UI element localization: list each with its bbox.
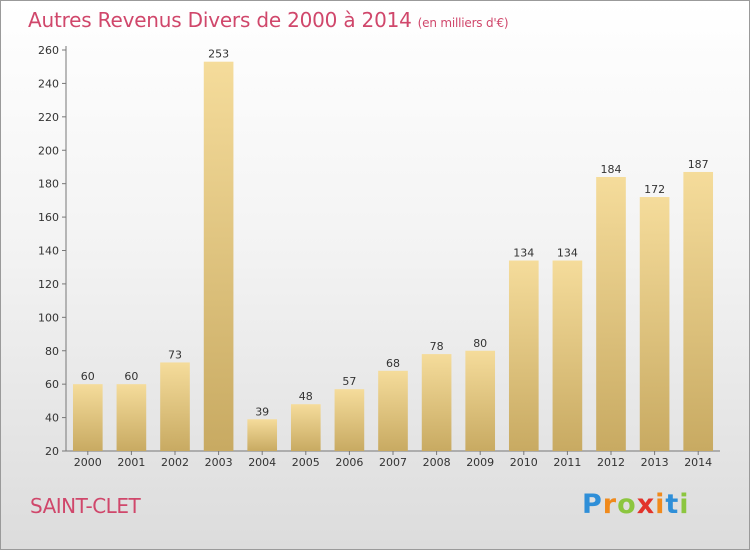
- x-tick-label: 2010: [510, 456, 538, 469]
- value-label: 134: [513, 247, 534, 260]
- x-tick-label: 2000: [74, 456, 102, 469]
- x-tick-label: 2005: [292, 456, 320, 469]
- logo-letter: r: [602, 489, 618, 520]
- y-tick-label: 240: [38, 77, 59, 90]
- value-label: 184: [601, 163, 622, 176]
- bar: [378, 370, 408, 451]
- value-label: 39: [255, 405, 269, 418]
- chart-title-text: Autres Revenus Divers de 2000 à 2014: [28, 8, 412, 32]
- x-tick-label: 2014: [684, 456, 712, 469]
- y-tick-label: 140: [38, 245, 59, 258]
- bar: [160, 362, 190, 451]
- y-tick-label: 220: [38, 111, 59, 124]
- y-tick-label: 260: [38, 44, 59, 57]
- value-label: 253: [208, 48, 229, 61]
- y-tick-label: 180: [38, 178, 59, 191]
- chart-subtitle: (en milliers d'€): [417, 16, 509, 30]
- y-axis: 20 40 60 80 100 120 140 160 180 200 220 240 260: [38, 44, 67, 458]
- bar: [552, 260, 583, 451]
- y-tick-label: 100: [38, 311, 59, 324]
- bar: [203, 61, 234, 452]
- x-tick-label: 2002: [161, 456, 189, 469]
- bar: [334, 389, 365, 451]
- x-tick-label: 2007: [379, 456, 407, 469]
- y-tick-label: 80: [45, 345, 59, 358]
- x-tick-label: 2011: [553, 456, 581, 469]
- bar: [116, 384, 147, 451]
- y-tick-label: 40: [45, 412, 59, 425]
- y-tick-label: 120: [38, 278, 59, 291]
- value-label: 80: [473, 337, 487, 350]
- logo-letter: i: [679, 489, 690, 520]
- logo-letter: t: [665, 489, 680, 520]
- value-label: 68: [386, 357, 400, 370]
- x-tick-label: 2008: [423, 456, 451, 469]
- value-label: 48: [299, 390, 313, 403]
- value-label: 78: [430, 340, 444, 353]
- logo-letter: i: [655, 489, 666, 520]
- place-name: SAINT-CLET: [30, 494, 141, 518]
- x-tick-label: 2001: [117, 456, 145, 469]
- value-label: 172: [644, 183, 665, 196]
- x-tick-label: 2009: [466, 456, 494, 469]
- bar: [639, 197, 670, 451]
- x-tick-label: 2003: [205, 456, 233, 469]
- x-axis: 2000 2001 2002 2003 2004 2005 2006 2007 2008 2009…: [66, 450, 720, 469]
- bar: [683, 171, 714, 452]
- bar: [247, 419, 278, 451]
- bar: [72, 384, 103, 451]
- x-tick-label: 2013: [641, 456, 669, 469]
- y-tick-label: 60: [45, 378, 59, 391]
- x-tick-label: 2004: [248, 456, 276, 469]
- y-tick-label: 200: [38, 144, 59, 157]
- value-label: 60: [81, 370, 95, 383]
- x-tick-label: 2012: [597, 456, 625, 469]
- bar: [290, 404, 321, 451]
- x-tick-label: 2006: [335, 456, 363, 469]
- value-label: 73: [168, 348, 182, 361]
- logo-letter: P: [582, 489, 603, 520]
- value-label: 57: [342, 375, 356, 388]
- value-label: 134: [557, 247, 578, 260]
- bar: [508, 260, 539, 451]
- chart-title: Autres Revenus Divers de 2000 à 2014 (en …: [28, 8, 509, 32]
- bar: [421, 354, 452, 451]
- value-label: 187: [688, 158, 709, 171]
- logo-letter: x: [636, 489, 656, 520]
- value-label: 60: [124, 370, 138, 383]
- bar: [596, 176, 626, 451]
- bars: 60 60 73 253 39 48 57 68 78 80 134 134 184 172 187: [72, 48, 714, 452]
- proxiti-logo[interactable]: Proxiti: [582, 489, 690, 520]
- bar: [465, 350, 496, 451]
- y-tick-label: 20: [45, 445, 59, 458]
- y-tick-label: 160: [38, 211, 59, 224]
- logo-letter: o: [617, 489, 637, 520]
